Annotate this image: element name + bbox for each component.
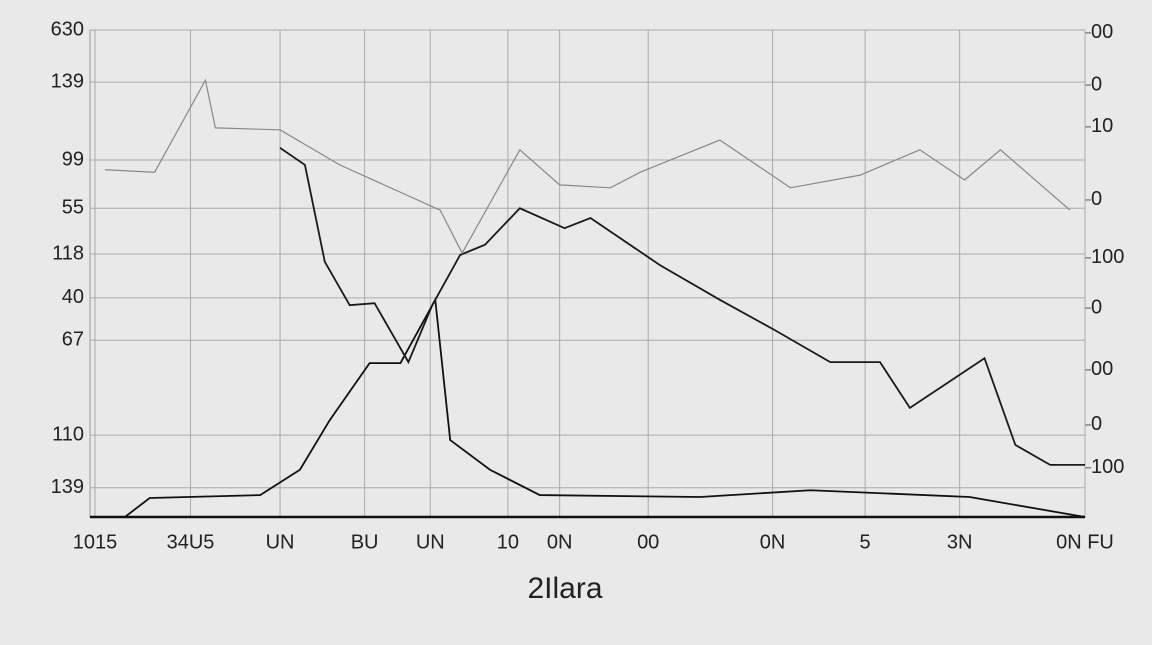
- data-line: [104, 78, 1071, 255]
- y2-tick-label: 0: [1091, 296, 1102, 318]
- x-tick-label: 10: [497, 531, 519, 553]
- x-tick-label: BU: [351, 531, 379, 553]
- y-tick-label: 67: [62, 329, 84, 351]
- y2-tick-label: 100: [1091, 246, 1124, 268]
- y2-tick-label: 00: [1091, 358, 1113, 380]
- x-tick-label: UN: [416, 531, 445, 553]
- y-tick-label: 40: [62, 286, 84, 308]
- y2-tick-label: 0: [1091, 188, 1102, 210]
- x-tick-label: 0N: [547, 531, 573, 553]
- y2-tick-label: 0: [1091, 73, 1102, 95]
- y-tick-label: 139: [51, 476, 84, 498]
- y-tick-label: 99: [62, 148, 84, 170]
- x-tick-label: 0N: [760, 531, 786, 553]
- y-tick-label: 139: [51, 70, 84, 92]
- y2-tick-label: 00: [1091, 21, 1113, 43]
- x-tick-label: 3N: [947, 531, 973, 553]
- x-tick-label: 0N FU: [1056, 531, 1114, 553]
- data-line: [90, 296, 1086, 518]
- y-tick-label: 630: [51, 18, 84, 40]
- x-tick-label: 5: [860, 531, 871, 553]
- y-tick-label: 55: [62, 197, 84, 219]
- y2-tick-label: 10: [1091, 115, 1113, 137]
- chart-title: 2Ilara: [527, 572, 602, 605]
- x-tick-label: 34U5: [167, 531, 215, 553]
- y-tick-label: 110: [52, 423, 84, 445]
- y2-tick-label: 100: [1091, 456, 1124, 478]
- y-tick-label: 118: [52, 242, 84, 264]
- x-tick-label: UN: [266, 531, 295, 553]
- y2-tick-label: 0: [1091, 413, 1102, 435]
- data-line: [279, 147, 1085, 466]
- x-tick-label: 1015: [73, 531, 118, 553]
- x-tick-label: 00: [637, 531, 659, 553]
